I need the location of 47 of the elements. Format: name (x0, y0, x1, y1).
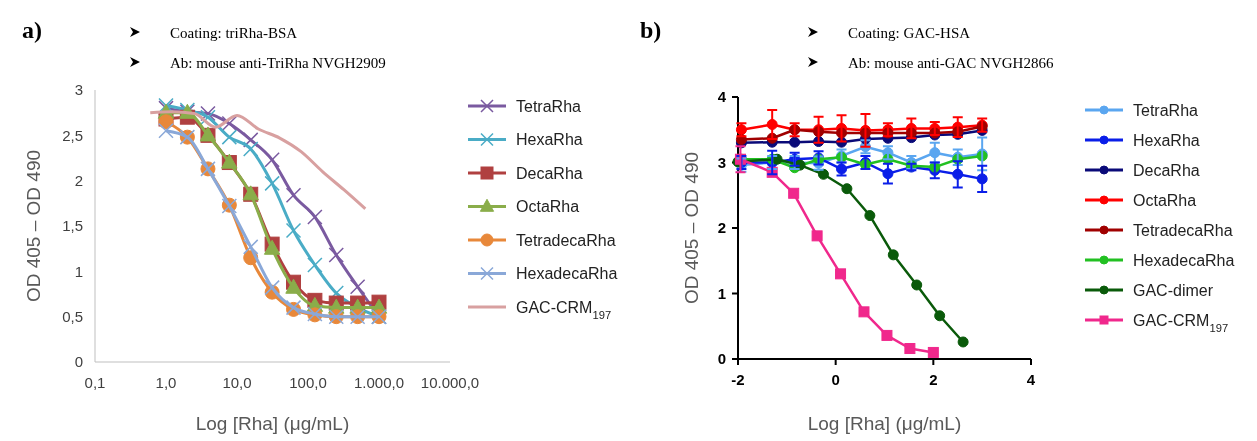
y-axis-title: OD 405 – OD 490 (681, 151, 702, 305)
y-tick-label: 2 (717, 219, 726, 237)
y-tick-label: 0,5 (62, 307, 83, 325)
y-tick-label: 2 (74, 171, 83, 189)
y-tick-label: 1 (74, 262, 83, 280)
x-axis-title: Log [Rha] (μg/mL) (807, 413, 962, 434)
x-tick-label: 1.000,0 (353, 374, 405, 391)
legend-label: TetradecaRha (516, 231, 616, 249)
x-tick-label: 1,0 (155, 374, 177, 391)
x-tick-label: 100,0 (289, 374, 327, 391)
x-tick-label: -2 (731, 371, 745, 388)
x-tick-label: 10,0 (222, 374, 252, 391)
x-tick-label: 0,1 (84, 374, 106, 391)
legend-label: HexadecaRha (516, 265, 618, 283)
legend-label: TetraRha (516, 97, 582, 115)
text: Ab: mouse anti-TriRha NVGH2909 (170, 55, 386, 71)
legend-label: TetraRha (1133, 101, 1199, 119)
x-tick-label: 4 (1026, 371, 1036, 388)
x-axis-title: Log [Rha] (μg/mL) (195, 413, 350, 434)
text: Ab: mouse anti-GAC NVGH2866 (848, 55, 1054, 71)
y-tick-label: 3 (717, 153, 726, 171)
y-tick-label: 2,5 (62, 126, 83, 144)
legend-label: DecaRha (1133, 161, 1200, 179)
legend-label: TetradecaRha (1133, 221, 1233, 239)
legend-label: HexaRha (516, 131, 583, 149)
legend-label: HexaRha (1133, 131, 1200, 149)
y-axis-title: OD 405 – OD 490 (23, 149, 44, 303)
legend-label: GAC-CRM$_{197}$ (1133, 311, 1229, 334)
legend-label: HexadecaRha (1133, 251, 1235, 269)
x-tick-label: 0 (831, 371, 840, 388)
legend-label: GAC-dimer (1133, 281, 1214, 299)
y-tick-label: 1,5 (62, 217, 83, 235)
legend-label: DecaRha (516, 164, 583, 182)
y-tick-label: 1 (717, 284, 726, 302)
text: Coating: GAC-HSA (848, 25, 971, 41)
y-tick-label: 3 (74, 81, 83, 99)
text: Coating: triRha-BSA (170, 25, 298, 41)
chart-title: b) (640, 17, 662, 43)
chart-title: a) (22, 17, 42, 43)
y-tick-label: 0 (74, 353, 83, 371)
x-tick-label: 2 (929, 371, 938, 388)
legend-label: OctaRha (1133, 191, 1197, 209)
y-tick-label: 4 (717, 88, 727, 106)
x-tick-label: 10.000,0 (420, 374, 480, 391)
legend-label: GAC-CRM$_{197}$ (516, 298, 612, 321)
y-tick-label: 0 (717, 350, 726, 368)
legend-label: OctaRha (516, 198, 580, 216)
